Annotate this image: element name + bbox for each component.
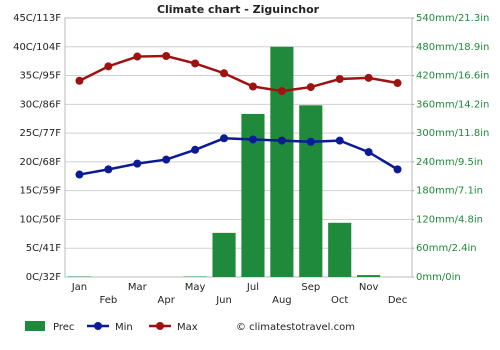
y-tick-label: 35C/95F xyxy=(19,71,61,82)
line-marker xyxy=(306,83,315,92)
line-marker xyxy=(162,51,171,60)
x-tick-label: Oct xyxy=(331,295,348,306)
y-tick-label: 30C/86F xyxy=(19,99,61,110)
x-tick-label: Nov xyxy=(359,282,379,293)
line-marker xyxy=(335,136,344,145)
line-marker xyxy=(191,59,200,68)
legend-label: Max xyxy=(177,322,198,333)
y2-tick-label: 420mm/16.6in xyxy=(416,71,489,82)
y-tick-label: 0C/32F xyxy=(26,272,61,283)
bar xyxy=(270,46,294,278)
y-tick-label: 25C/77F xyxy=(19,128,61,139)
y2-tick-label: 120mm/4.8in xyxy=(416,214,483,225)
x-tick-label: Apr xyxy=(158,295,176,306)
bar xyxy=(328,222,352,277)
y-tick-label: 10C/50F xyxy=(19,214,61,225)
line-marker xyxy=(133,52,142,61)
legend-label: Prec xyxy=(53,322,74,333)
x-tick-label: Feb xyxy=(100,295,118,306)
line-marker xyxy=(277,136,286,145)
x-tick-label: Jun xyxy=(215,295,232,306)
line-marker xyxy=(220,134,229,143)
line-marker xyxy=(393,165,402,174)
y2-tick-label: 0mm/0in xyxy=(416,272,461,283)
legend-swatch xyxy=(94,322,102,330)
legend-label: Min xyxy=(115,322,133,333)
x-tick-label: Dec xyxy=(388,295,407,306)
y-tick-label: 15C/59F xyxy=(19,186,61,197)
y-tick-label: 40C/104F xyxy=(13,42,61,53)
legend-swatch xyxy=(156,322,164,330)
bar xyxy=(299,105,323,277)
chart-title: Climate chart - Ziguinchor xyxy=(157,3,320,16)
x-tick-label: Aug xyxy=(272,295,292,306)
y-tick-label: 45C/113F xyxy=(13,13,61,24)
line-marker xyxy=(75,76,84,85)
bar xyxy=(357,275,381,277)
line-marker xyxy=(75,170,84,179)
bar xyxy=(212,232,236,277)
legend-swatch xyxy=(25,321,45,331)
y-tick-label: 5C/41F xyxy=(26,243,61,254)
line-marker xyxy=(393,79,402,88)
line-marker xyxy=(335,75,344,84)
line-marker xyxy=(220,69,229,78)
line-marker xyxy=(248,82,257,91)
y2-tick-label: 540mm/21.3in xyxy=(416,13,489,24)
plot-frame xyxy=(64,17,413,278)
credit: © climatestotravel.com xyxy=(236,322,355,333)
line-marker xyxy=(133,159,142,168)
line-marker xyxy=(104,62,113,71)
y2-tick-label: 180mm/7.1in xyxy=(416,186,483,197)
line-marker xyxy=(162,155,171,164)
y2-tick-label: 60mm/2.4in xyxy=(416,243,477,254)
y2-tick-label: 240mm/9.5in xyxy=(416,157,483,168)
x-tick-label: Sep xyxy=(301,282,320,293)
y2-tick-label: 480mm/18.9in xyxy=(416,42,489,53)
x-tick-label: Jan xyxy=(71,282,87,293)
y2-tick-label: 360mm/14.2in xyxy=(416,99,489,110)
line-marker xyxy=(248,135,257,144)
line-marker xyxy=(306,137,315,146)
x-tick-label: Jul xyxy=(246,282,259,293)
x-tick-label: May xyxy=(185,282,206,293)
line-marker xyxy=(364,73,373,82)
line-marker xyxy=(364,148,373,157)
y-tick-label: 20C/68F xyxy=(19,157,61,168)
bar xyxy=(241,113,265,277)
line-marker xyxy=(277,87,286,96)
line-marker xyxy=(191,145,200,154)
line xyxy=(78,54,398,93)
y2-tick-label: 300mm/11.8in xyxy=(416,128,489,139)
line xyxy=(79,137,399,176)
line-marker xyxy=(104,165,113,174)
x-tick-label: Mar xyxy=(128,282,148,293)
